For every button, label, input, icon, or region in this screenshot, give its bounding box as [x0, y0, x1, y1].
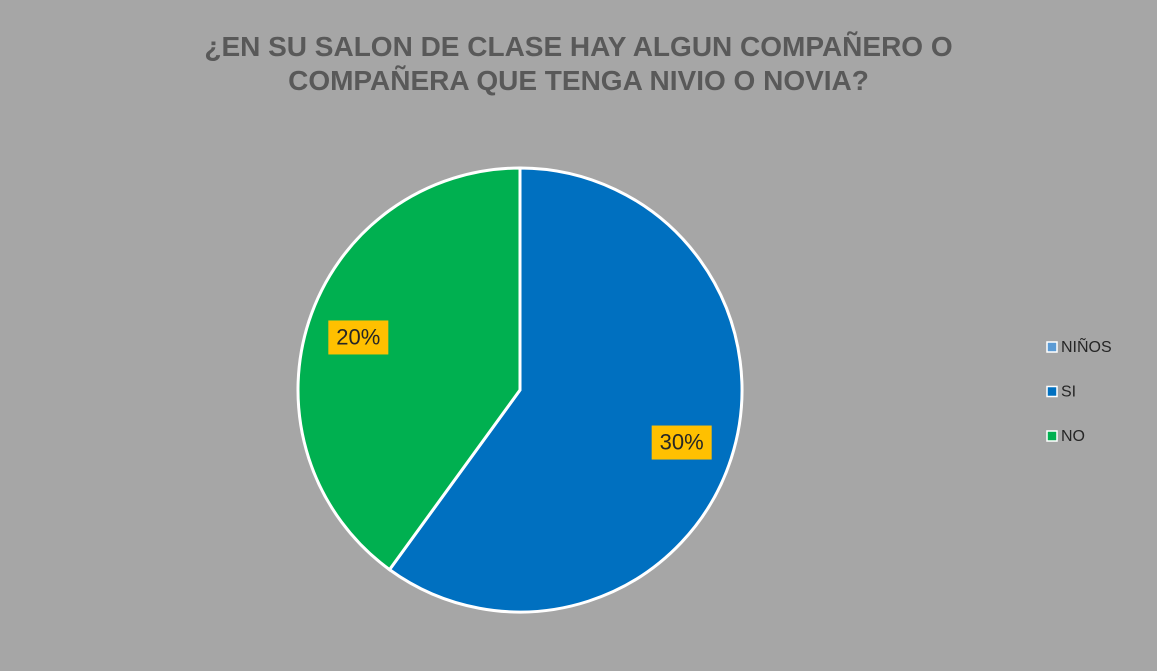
data-label: 30% — [660, 429, 704, 454]
legend-swatch — [1046, 341, 1058, 353]
legend-swatch — [1046, 385, 1058, 398]
data-label-box — [328, 320, 389, 355]
data-label: 20% — [336, 324, 380, 349]
pie-slice — [296, 166, 522, 572]
legend-label: NO — [1061, 428, 1085, 445]
legend-swatch — [1046, 430, 1058, 442]
pie-slice — [387, 166, 744, 614]
data-label-box — [651, 425, 712, 460]
chart-title: ¿EN SU SALON DE CLASE HAY ALGUN COMPAÑER… — [204, 31, 953, 96]
legend-label: SI — [1061, 384, 1076, 401]
legend-label: NIÑOS — [1061, 336, 1112, 356]
